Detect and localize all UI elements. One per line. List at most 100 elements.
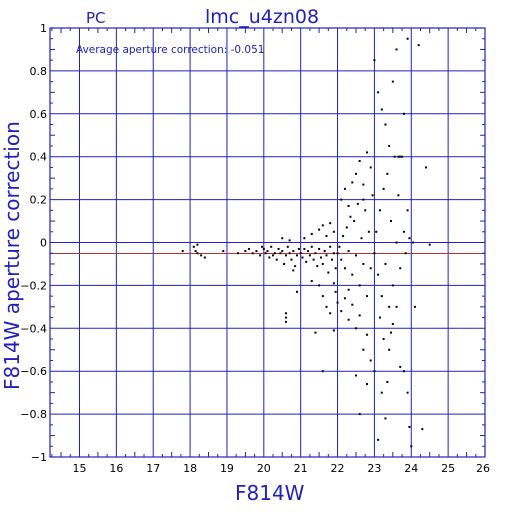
data-point — [378, 209, 381, 212]
data-point — [329, 222, 332, 225]
data-point — [272, 254, 275, 257]
x-tick-labels: 15 16 17 18 19 20 21 22 23 24 25 26 — [72, 462, 490, 475]
data-point — [286, 245, 289, 248]
y-tick-label: 0 — [40, 237, 47, 250]
data-point — [270, 245, 273, 248]
data-point — [192, 245, 195, 248]
data-point — [362, 262, 365, 265]
y-tick-label: 0.2 — [30, 194, 48, 207]
data-point — [380, 391, 383, 394]
data-point — [332, 252, 335, 255]
data-point — [382, 187, 385, 190]
data-point — [325, 254, 328, 257]
data-point — [384, 417, 387, 420]
data-point — [413, 305, 416, 308]
data-point — [342, 235, 345, 238]
data-point — [248, 247, 251, 250]
x-tick-label: 21 — [294, 462, 308, 475]
data-point — [349, 215, 352, 218]
data-point — [384, 123, 387, 126]
data-point — [292, 269, 295, 272]
data-point — [196, 243, 199, 246]
y-axis-label: F814W aperture correction — [0, 121, 24, 390]
data-point — [373, 370, 376, 373]
x-tick-label: 17 — [146, 462, 160, 475]
y-tick-label: 0.8 — [30, 65, 48, 78]
data-point — [391, 80, 394, 83]
data-point — [382, 338, 385, 341]
data-point — [354, 172, 357, 175]
data-point — [408, 425, 411, 428]
data-point — [275, 258, 278, 261]
data-point — [295, 290, 298, 293]
data-point — [305, 260, 308, 263]
data-point — [408, 237, 411, 240]
data-point — [388, 305, 391, 308]
data-point — [308, 254, 311, 257]
data-point — [388, 348, 391, 351]
data-point — [288, 252, 291, 255]
data-point — [369, 359, 372, 362]
data-point — [356, 202, 359, 205]
data-point — [351, 181, 354, 184]
data-point — [366, 333, 369, 336]
data-point — [259, 254, 262, 257]
data-point — [281, 250, 284, 253]
data-point — [369, 267, 372, 270]
data-point — [410, 445, 413, 448]
data-point — [318, 247, 321, 250]
data-point — [292, 250, 295, 253]
data-point — [297, 247, 300, 250]
data-point — [406, 209, 409, 212]
data-point — [329, 245, 332, 248]
data-point — [194, 250, 197, 253]
x-tick-label: 20 — [257, 462, 271, 475]
plot-grid — [50, 28, 485, 457]
data-point — [375, 230, 378, 233]
data-point — [295, 254, 298, 257]
data-point — [332, 230, 335, 233]
data-point — [268, 256, 271, 259]
data-point — [366, 295, 369, 298]
data-point — [284, 312, 287, 315]
data-point — [354, 327, 357, 330]
data-point — [340, 198, 343, 201]
y-tick-labels: 1 0.8 0.6 0.4 0.2 0 −0.2 −0.4 −0.6 −0.8 −1 — [20, 22, 47, 464]
data-point — [347, 205, 350, 208]
data-point — [377, 91, 380, 94]
data-point — [318, 284, 321, 287]
x-tick-label: 26 — [476, 462, 490, 475]
data-point — [266, 250, 269, 253]
data-point — [203, 256, 206, 259]
data-point — [273, 252, 276, 255]
data-point — [196, 252, 199, 255]
data-point — [377, 273, 380, 276]
data-point — [279, 252, 282, 255]
data-point — [386, 380, 389, 383]
y-tick-label: −1 — [31, 451, 47, 464]
data-point — [397, 155, 400, 158]
data-point — [343, 267, 346, 270]
data-point — [310, 232, 313, 235]
data-point — [314, 331, 317, 334]
data-point — [395, 48, 398, 51]
data-point — [380, 108, 383, 111]
data-point — [388, 144, 391, 147]
data-point — [284, 320, 287, 323]
data-point — [314, 252, 317, 255]
data-point — [334, 267, 337, 270]
data-point — [362, 183, 365, 186]
data-point — [338, 245, 341, 248]
data-point — [347, 250, 350, 253]
data-point — [395, 241, 398, 244]
data-point — [369, 166, 372, 169]
data-point — [406, 391, 409, 394]
data-point — [404, 252, 407, 255]
data-point — [290, 258, 293, 261]
data-point — [332, 329, 335, 332]
data-point — [318, 228, 321, 231]
data-point — [336, 252, 339, 255]
data-point — [244, 250, 247, 253]
data-point — [294, 265, 297, 268]
data-point — [283, 262, 286, 265]
